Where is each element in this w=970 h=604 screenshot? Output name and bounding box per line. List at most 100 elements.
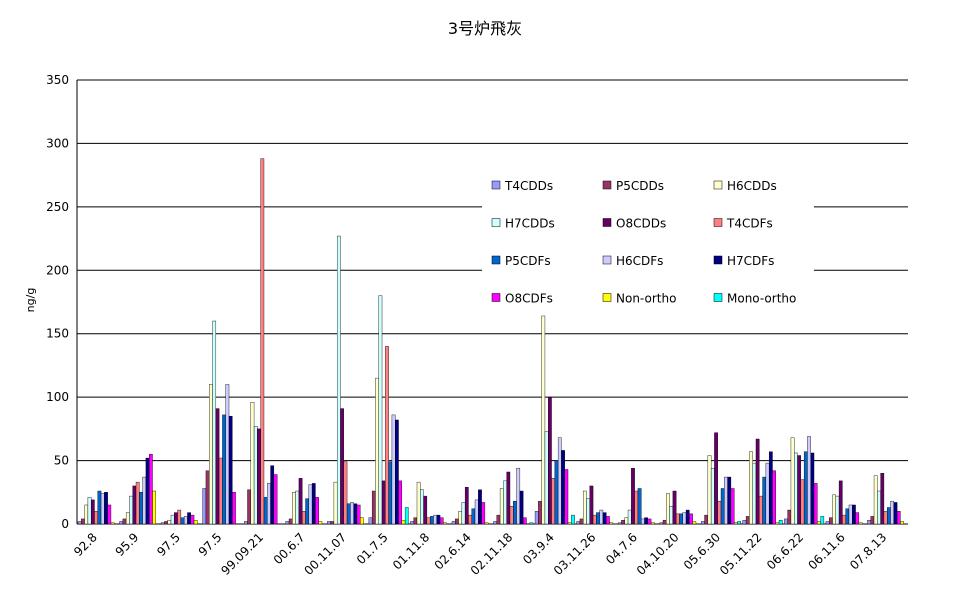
bar bbox=[724, 476, 728, 525]
bar bbox=[327, 521, 331, 525]
bar bbox=[429, 516, 434, 525]
bar bbox=[745, 516, 750, 525]
bar bbox=[730, 488, 735, 525]
bar bbox=[375, 377, 379, 525]
bar bbox=[464, 487, 469, 525]
bar bbox=[592, 514, 597, 525]
bar bbox=[624, 517, 629, 525]
bar bbox=[650, 522, 655, 525]
bar bbox=[496, 514, 501, 525]
bar bbox=[285, 521, 290, 525]
bar bbox=[561, 450, 565, 525]
bar bbox=[336, 235, 341, 525]
bar bbox=[571, 514, 575, 525]
x-tick-label: 06.6.22 bbox=[764, 530, 806, 572]
bar bbox=[119, 521, 124, 525]
bar bbox=[420, 489, 424, 525]
bar bbox=[596, 512, 600, 525]
bar bbox=[506, 471, 511, 525]
legend-swatch bbox=[491, 255, 501, 265]
bar bbox=[122, 518, 127, 525]
bar bbox=[755, 438, 760, 525]
bar bbox=[627, 509, 632, 525]
bar bbox=[567, 522, 572, 525]
y-tick-label: 50 bbox=[54, 454, 69, 468]
bar bbox=[609, 522, 614, 525]
bar bbox=[631, 467, 635, 525]
bar bbox=[534, 511, 539, 525]
bar bbox=[765, 462, 770, 525]
bar bbox=[381, 480, 386, 525]
bar bbox=[877, 490, 881, 525]
bar bbox=[177, 509, 182, 525]
bar bbox=[267, 483, 271, 525]
legend-swatch bbox=[713, 218, 723, 227]
bar bbox=[710, 467, 715, 525]
x-tick-label: 95.9 bbox=[113, 530, 142, 559]
chart-title: 3号炉飛灰 bbox=[448, 19, 522, 38]
bar bbox=[813, 483, 818, 525]
x-tick-label: 05.11.22 bbox=[717, 530, 765, 578]
bar bbox=[135, 481, 140, 525]
legend-swatch bbox=[713, 293, 723, 302]
bar bbox=[461, 502, 466, 525]
bar bbox=[855, 512, 860, 525]
bar bbox=[835, 495, 840, 525]
bar bbox=[356, 504, 361, 525]
bar bbox=[762, 476, 767, 525]
bar bbox=[509, 506, 514, 525]
bar bbox=[634, 490, 639, 525]
bar bbox=[659, 522, 664, 525]
bar bbox=[644, 517, 649, 525]
bar bbox=[737, 521, 741, 525]
bar bbox=[800, 479, 805, 525]
legend-label: H6CDFs bbox=[616, 254, 663, 268]
x-tick-label: 92.8 bbox=[71, 530, 100, 559]
x-tick-label: 05.6.30 bbox=[681, 530, 723, 572]
bar bbox=[209, 384, 213, 525]
bar bbox=[253, 426, 258, 525]
legend: T4CDDs P5CDDs H6CDDs H7CDDs O8CDDs T4CDFs P5CD… bbox=[482, 170, 814, 312]
bar bbox=[842, 514, 846, 525]
bar bbox=[371, 490, 376, 525]
bar bbox=[599, 509, 604, 525]
x-tick-label: 03.9.4 bbox=[520, 530, 557, 567]
x-tick-label: 99.09.21 bbox=[218, 530, 266, 578]
bar bbox=[292, 492, 296, 525]
bar bbox=[544, 431, 549, 525]
legend-swatch bbox=[713, 180, 723, 190]
bar bbox=[752, 462, 757, 525]
bar bbox=[90, 499, 95, 525]
bar bbox=[202, 488, 207, 525]
bar bbox=[734, 522, 738, 525]
bar bbox=[433, 514, 437, 525]
legend-swatch bbox=[713, 255, 723, 265]
bar bbox=[621, 519, 625, 525]
bar bbox=[689, 513, 693, 525]
bar bbox=[692, 521, 697, 525]
bar bbox=[340, 408, 344, 525]
bar bbox=[378, 295, 383, 525]
bar bbox=[298, 478, 303, 525]
bar bbox=[548, 396, 552, 525]
bar bbox=[714, 432, 718, 525]
x-tick-label: 04.10.20 bbox=[634, 530, 682, 578]
bar bbox=[139, 492, 143, 525]
bar bbox=[232, 492, 236, 525]
bar bbox=[404, 507, 409, 525]
bar bbox=[174, 512, 178, 525]
bar bbox=[360, 517, 364, 525]
bar bbox=[516, 467, 521, 525]
bar bbox=[900, 521, 904, 525]
bar bbox=[318, 521, 323, 525]
x-tick-label: 01.11.8 bbox=[390, 530, 432, 572]
bar bbox=[867, 519, 871, 525]
bar bbox=[503, 480, 507, 525]
bar bbox=[564, 469, 569, 525]
bar bbox=[395, 419, 399, 525]
bar bbox=[848, 504, 853, 525]
bar bbox=[551, 478, 556, 525]
bar bbox=[794, 452, 798, 525]
bar bbox=[602, 512, 607, 525]
bar bbox=[443, 522, 447, 525]
